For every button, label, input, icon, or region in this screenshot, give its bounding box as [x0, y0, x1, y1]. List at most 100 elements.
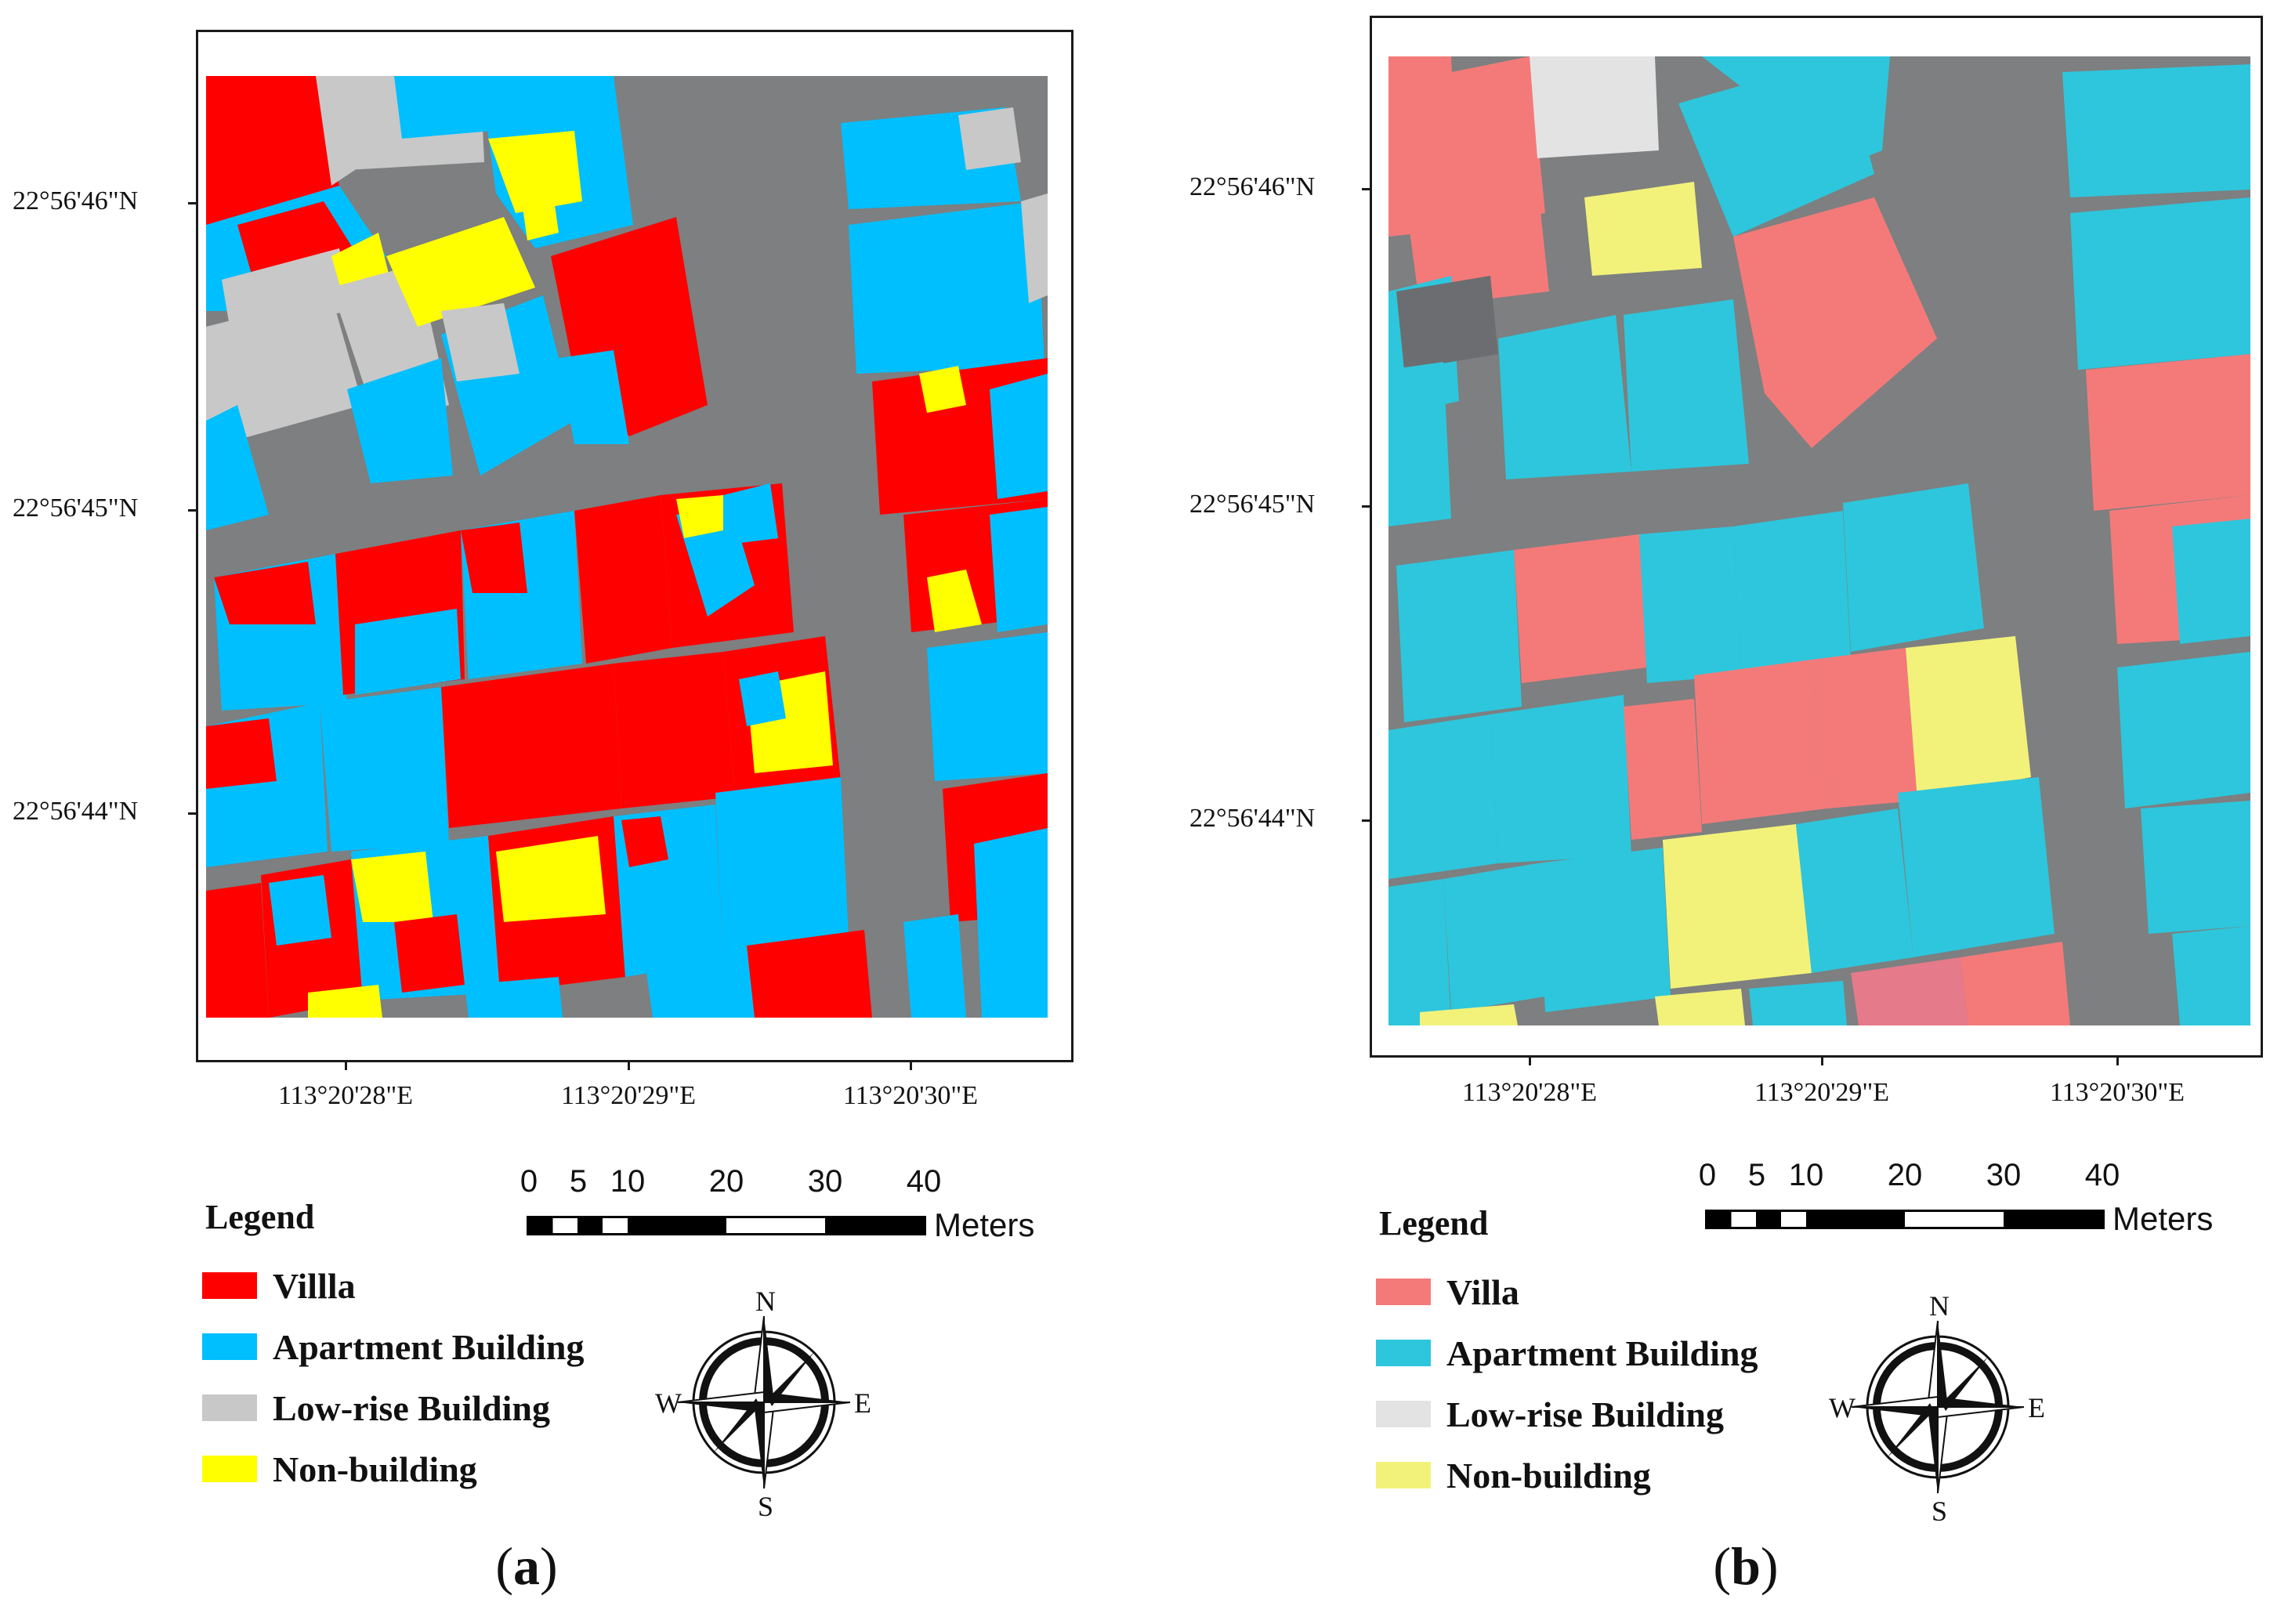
building-nonbuilding [1655, 989, 1745, 1025]
building-apartment [347, 358, 453, 483]
legend-item-villa: Villa [1376, 1271, 1519, 1312]
building-villa [206, 883, 269, 1018]
building-nonbuilding [1906, 636, 2031, 801]
building-villa [1624, 699, 1702, 840]
building-nonbuilding [496, 836, 606, 922]
legend-item-lowrise: Low-rise Building [1376, 1394, 1724, 1434]
building-nonbuilding [488, 131, 582, 213]
building-apartment [1537, 848, 1671, 1012]
legend-label: Apartment Building [1446, 1333, 1758, 1373]
building-apartment [1702, 56, 1890, 166]
building-nonbuilding [308, 985, 382, 1018]
building-lowrise [206, 295, 363, 444]
scale-tick-label: 5 [1747, 1158, 1766, 1192]
scale-tick-label: 0 [1698, 1158, 1717, 1192]
legend-label: Villla [273, 1265, 356, 1306]
building-apartment [1733, 511, 1851, 675]
scale-tick-label: 30 [1986, 1158, 2022, 1192]
building-villa [1694, 660, 1827, 824]
compass-w: W [1829, 1392, 1855, 1423]
scale-tick-label: 40 [2084, 1158, 2120, 1192]
scale-tick-label: 0 [520, 1164, 538, 1199]
caption-letter: b [1731, 1536, 1761, 1596]
building-villa [1733, 197, 1937, 448]
compass-rose-icon [677, 1315, 851, 1489]
building-nonbuilding [351, 852, 433, 922]
compass-n: N [1929, 1290, 1950, 1322]
overlay-map-svg [1388, 56, 2250, 1025]
legend-label: Low-rise Building [1446, 1394, 1725, 1434]
building-apartment [1498, 315, 1631, 479]
building-villa [206, 718, 277, 789]
scale-unit: Meters [2113, 1200, 2214, 1237]
building-apartment [1388, 714, 1498, 879]
apartment-swatch [202, 1333, 257, 1360]
building-nonbuilding [676, 495, 723, 538]
compass-s: S [758, 1491, 774, 1522]
building-nonbuilding [1584, 182, 1702, 276]
lon-label: 113°20'29"E [1754, 1078, 1890, 1107]
scale-bar: 0 5 10 20 30 40 Meters [1699, 1158, 2246, 1244]
legend-item-nonbuilding: Non-building [1376, 1455, 1651, 1496]
building-apartment [1443, 863, 1545, 1012]
building-apartment [1749, 981, 1847, 1025]
panel-caption: (a) [495, 1536, 558, 1596]
building-villa [441, 664, 621, 828]
scale-tick-label: 30 [807, 1164, 843, 1199]
scale-bar: 0 5 10 20 30 40 Meters [520, 1164, 1059, 1250]
compass-s: S [1931, 1496, 1948, 1527]
scale-tick-label: 5 [569, 1164, 588, 1199]
caption-letter: a [513, 1536, 540, 1596]
building-apartment [1490, 695, 1631, 863]
lon-label: 113°20'30"E [842, 1081, 979, 1110]
building-villa [1812, 648, 1917, 808]
panel-b: 22°56'46"N 22°56'45"N 22°56'44"N 113°20'… [1135, 0, 2269, 1624]
building-lowrise [1021, 194, 1048, 303]
building-nonbuilding [520, 178, 559, 241]
scale-tick-label: 10 [610, 1164, 646, 1199]
legend-label: Non-building [273, 1449, 477, 1489]
lat-label: 22°56'45"N [1189, 490, 1316, 519]
lat-label: 22°56'46"N [1189, 172, 1316, 201]
building-villa [2086, 354, 2250, 511]
building-apartment [2117, 652, 2250, 808]
building-nonbuilding [386, 217, 535, 327]
building-apartment [206, 405, 269, 530]
building-apartment [320, 687, 449, 852]
scale-tick-label: 10 [1788, 1158, 1824, 1192]
building-apartment [465, 977, 563, 1018]
compass-w: W [655, 1387, 682, 1419]
lat-tick [188, 509, 197, 512]
building-apartment [715, 777, 849, 961]
lon-tick [628, 1061, 630, 1070]
building-apartment [990, 507, 1048, 632]
lowrise-swatch [1376, 1401, 1431, 1427]
building-apartment [355, 609, 461, 695]
building-apartment [2172, 519, 2250, 644]
legend-item-nonbuilding: Non-building [202, 1449, 477, 1489]
scale-segments [527, 1216, 926, 1235]
north-arrow: N S E W [655, 1285, 871, 1522]
building-apartment [1843, 483, 1984, 652]
classification-map-svg [206, 76, 1048, 1018]
lat-tick [1362, 819, 1371, 822]
legend-label: Non-building [1446, 1455, 1651, 1496]
lat-label: 22°56'46"N [13, 186, 139, 215]
building-villa [1514, 534, 1647, 683]
nonbuilding-swatch [202, 1456, 257, 1482]
building-villa [461, 523, 527, 593]
scale-tick-label: 20 [1887, 1158, 1923, 1192]
lowrise-swatch [202, 1394, 257, 1421]
villa-swatch [202, 1272, 257, 1299]
lat-label: 22°56'45"N [13, 494, 139, 523]
legend-label: Villa [1446, 1271, 1519, 1312]
villa-swatch [1376, 1279, 1431, 1305]
overlay-map [1388, 56, 2250, 1025]
building-apartment [927, 632, 1048, 781]
building-villa [614, 652, 735, 808]
legend-item-villa: Villla [202, 1265, 356, 1306]
building-lowrise [1396, 276, 1498, 370]
legend-item-apartment: Apartment Building [202, 1326, 585, 1367]
legend-label: Apartment Building [273, 1326, 585, 1367]
building-villa [206, 76, 339, 233]
